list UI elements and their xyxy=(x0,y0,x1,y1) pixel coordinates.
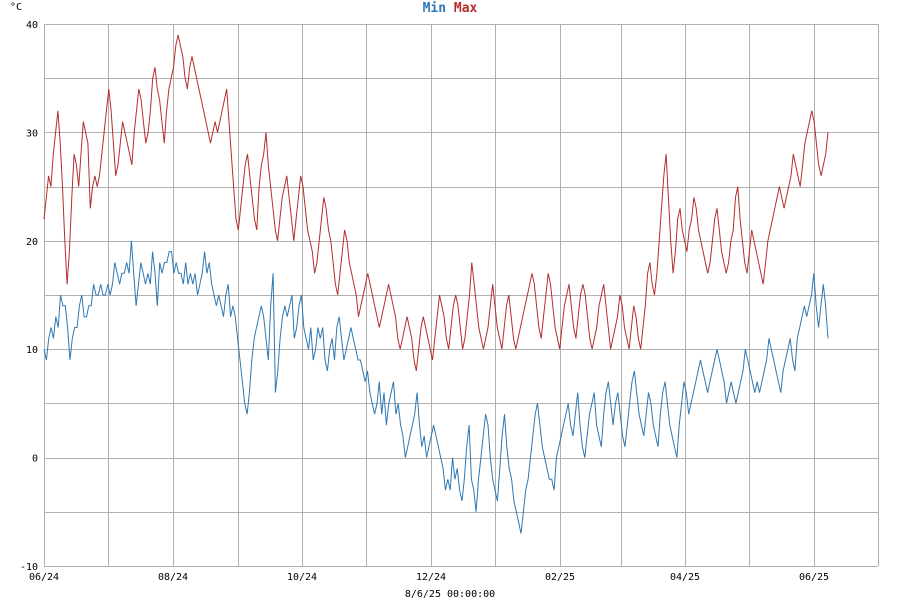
y-tick-labels: -10 0 10 20 30 40 xyxy=(20,20,38,573)
series-line-min xyxy=(43,240,829,534)
y-tick-label: 10 xyxy=(26,345,38,356)
y-tick-label: 40 xyxy=(26,20,38,31)
y-tick-label: 30 xyxy=(26,128,38,139)
x-tick-label: 06/24 xyxy=(29,572,59,583)
x-tick-label: 02/25 xyxy=(545,572,575,583)
x-tick-labels: 06/24 08/24 10/24 12/24 02/25 04/25 06/25 xyxy=(29,572,829,583)
footer-timestamp: 8/6/25 00:00:00 xyxy=(405,589,495,600)
series-line-max xyxy=(43,34,829,372)
series-lines xyxy=(43,34,829,534)
legend: Min Max xyxy=(423,1,478,16)
x-tick-label: 10/24 xyxy=(287,572,317,583)
x-tick-label: 08/24 xyxy=(158,572,188,583)
y-tick-label: -10 xyxy=(20,562,38,573)
x-tick-label: 04/25 xyxy=(670,572,700,583)
legend-max: Max xyxy=(454,1,478,16)
y-unit-label: °C xyxy=(10,2,22,13)
x-tick-label: 06/25 xyxy=(799,572,829,583)
y-tick-label: 20 xyxy=(26,237,38,248)
y-tick-label: 0 xyxy=(32,454,38,465)
grid xyxy=(44,24,879,567)
x-tick-label: 12/24 xyxy=(416,572,446,583)
legend-min: Min xyxy=(423,1,446,16)
